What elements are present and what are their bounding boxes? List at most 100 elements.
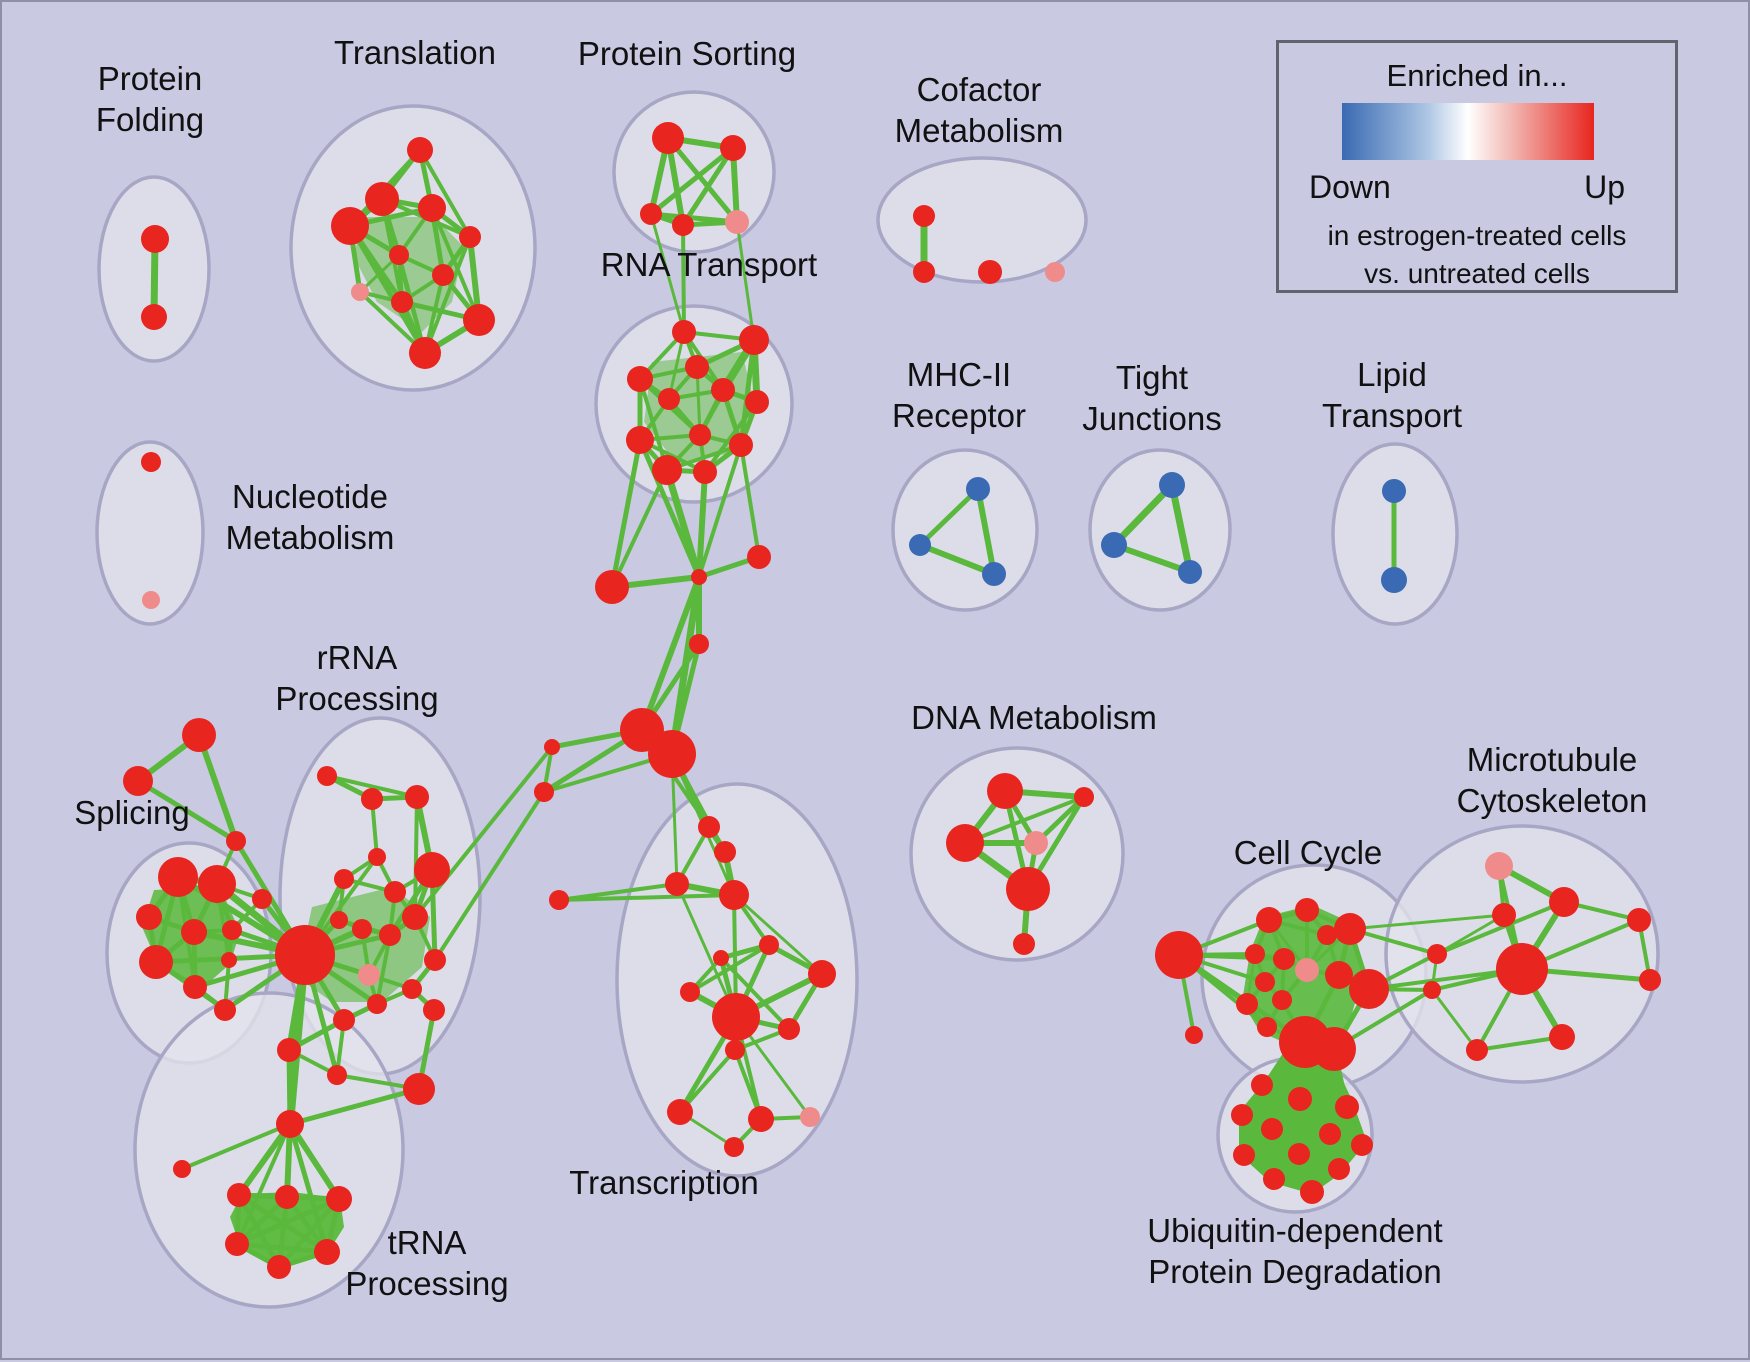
- node-ps2[interactable]: [720, 135, 746, 161]
- node-cn2[interactable]: [1423, 981, 1441, 999]
- node-tx11[interactable]: [778, 1018, 800, 1040]
- node-ch2[interactable]: [747, 545, 771, 569]
- node-lp2[interactable]: [1381, 567, 1407, 593]
- node-t8[interactable]: [351, 283, 369, 301]
- node-s8[interactable]: [221, 952, 237, 968]
- node-ub7[interactable]: [1351, 1134, 1373, 1156]
- node-r20[interactable]: [367, 994, 387, 1014]
- node-ub12[interactable]: [1300, 1180, 1324, 1204]
- node-tx10[interactable]: [712, 993, 760, 1041]
- node-c13[interactable]: [1257, 1017, 1277, 1037]
- node-m1[interactable]: [966, 477, 990, 501]
- node-r17[interactable]: [327, 1065, 347, 1085]
- node-r18[interactable]: [277, 1038, 301, 1062]
- node-mt2[interactable]: [1492, 903, 1516, 927]
- node-rt1[interactable]: [672, 320, 696, 344]
- node-t3[interactable]: [418, 194, 446, 222]
- node-rt10[interactable]: [729, 433, 753, 457]
- node-r10[interactable]: [330, 911, 348, 929]
- node-tj2[interactable]: [1101, 532, 1127, 558]
- node-tx6[interactable]: [759, 935, 779, 955]
- node-tl[interactable]: [173, 1160, 191, 1178]
- node-tx16[interactable]: [724, 1137, 744, 1157]
- node-rt6[interactable]: [711, 378, 735, 402]
- node-ps3[interactable]: [640, 203, 662, 225]
- node-s2[interactable]: [198, 865, 236, 903]
- node-s7[interactable]: [183, 975, 207, 999]
- node-ub4[interactable]: [1231, 1104, 1253, 1126]
- node-t6[interactable]: [389, 245, 409, 265]
- node-mt5[interactable]: [1627, 908, 1651, 932]
- node-s4[interactable]: [181, 919, 207, 945]
- node-r13[interactable]: [424, 949, 446, 971]
- node-r1[interactable]: [317, 766, 337, 786]
- node-sp2[interactable]: [123, 766, 153, 796]
- node-rt12[interactable]: [693, 460, 717, 484]
- node-hub2[interactable]: [648, 730, 696, 778]
- node-r12[interactable]: [358, 964, 380, 986]
- node-r8[interactable]: [402, 904, 428, 930]
- node-hubB[interactable]: [1312, 1027, 1356, 1071]
- node-r2[interactable]: [361, 788, 383, 810]
- node-th[interactable]: [276, 1110, 304, 1138]
- node-t11[interactable]: [409, 337, 441, 369]
- node-c5[interactable]: [1245, 944, 1265, 964]
- node-ub9[interactable]: [1288, 1143, 1310, 1165]
- node-u1[interactable]: [227, 1183, 251, 1207]
- node-t7[interactable]: [432, 264, 454, 286]
- node-ub11[interactable]: [1263, 1168, 1285, 1190]
- node-s5[interactable]: [222, 920, 242, 940]
- node-rt7[interactable]: [745, 390, 769, 414]
- node-la[interactable]: [544, 739, 560, 755]
- node-s10[interactable]: [252, 889, 272, 909]
- node-rt11[interactable]: [652, 455, 682, 485]
- node-cf2[interactable]: [913, 261, 935, 283]
- node-t10[interactable]: [463, 304, 495, 336]
- node-mt6[interactable]: [1639, 969, 1661, 991]
- node-t2[interactable]: [365, 182, 399, 216]
- node-ch1[interactable]: [691, 569, 707, 585]
- node-c8[interactable]: [1255, 972, 1275, 992]
- node-cf4[interactable]: [1045, 262, 1065, 282]
- node-r19[interactable]: [333, 1009, 355, 1031]
- node-r14[interactable]: [402, 979, 422, 999]
- node-u3[interactable]: [326, 1186, 352, 1212]
- node-pf2[interactable]: [141, 304, 167, 330]
- node-tx3[interactable]: [549, 890, 569, 910]
- node-d6[interactable]: [1013, 933, 1035, 955]
- node-d3[interactable]: [946, 824, 984, 862]
- node-pf1[interactable]: [141, 225, 169, 253]
- node-u6[interactable]: [267, 1255, 291, 1279]
- node-rt3[interactable]: [685, 355, 709, 379]
- node-c4[interactable]: [1317, 925, 1337, 945]
- node-rt5[interactable]: [658, 388, 680, 410]
- node-r4[interactable]: [368, 848, 386, 866]
- node-ub10[interactable]: [1328, 1158, 1350, 1180]
- node-tx13[interactable]: [667, 1099, 693, 1125]
- node-ch3[interactable]: [595, 570, 629, 604]
- node-u4[interactable]: [225, 1232, 249, 1256]
- node-d4[interactable]: [1024, 831, 1048, 855]
- node-mt4[interactable]: [1466, 1039, 1488, 1061]
- node-tx1[interactable]: [698, 816, 720, 838]
- node-ps4[interactable]: [672, 214, 694, 236]
- node-sp1[interactable]: [182, 718, 216, 752]
- node-c1[interactable]: [1256, 907, 1282, 933]
- node-rt2[interactable]: [739, 325, 769, 355]
- node-t5[interactable]: [459, 226, 481, 248]
- node-tx7[interactable]: [713, 950, 729, 966]
- node-r11[interactable]: [379, 924, 401, 946]
- node-tx9[interactable]: [808, 960, 836, 988]
- node-rhub[interactable]: [275, 925, 335, 985]
- node-r9[interactable]: [352, 919, 372, 939]
- node-tj1[interactable]: [1159, 472, 1185, 498]
- node-s6[interactable]: [139, 945, 173, 979]
- node-sp3[interactable]: [226, 831, 246, 851]
- node-r3[interactable]: [405, 785, 429, 809]
- node-ccb[interactable]: [1155, 931, 1203, 979]
- node-d1[interactable]: [987, 773, 1023, 809]
- node-m2[interactable]: [909, 534, 931, 556]
- node-tx15[interactable]: [800, 1107, 820, 1127]
- node-r15[interactable]: [423, 999, 445, 1021]
- node-tx4[interactable]: [665, 872, 689, 896]
